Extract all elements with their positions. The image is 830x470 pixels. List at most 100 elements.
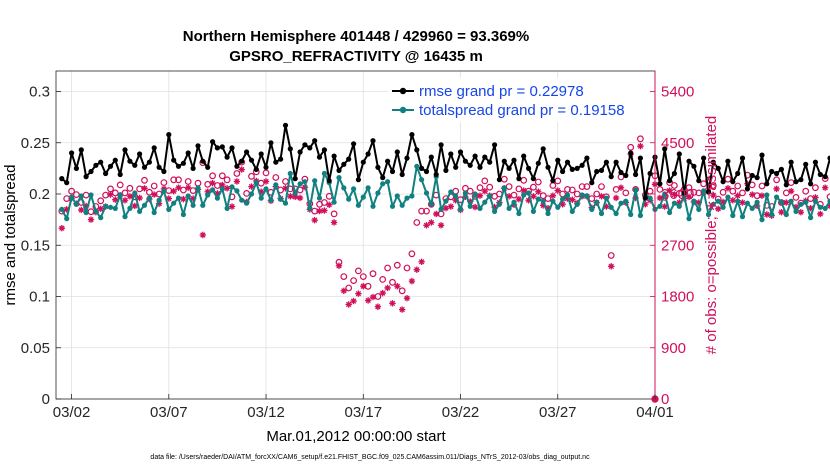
obs-possible-point <box>175 176 182 184</box>
rmse-point <box>715 165 721 171</box>
obs-assimilated-point <box>821 184 829 191</box>
totalspread-point <box>603 195 610 201</box>
obs-possible-point <box>170 176 178 184</box>
totalspread-point <box>662 191 668 197</box>
obs-possible-point <box>379 276 387 283</box>
totalspread-point <box>457 206 464 212</box>
obs-assimilated-point <box>316 207 323 215</box>
obs-assimilated-point <box>749 191 756 198</box>
obs-assimilated-point <box>233 178 241 185</box>
totalspread-point <box>219 186 225 192</box>
obs-assimilated-point <box>515 195 523 203</box>
rmse-point <box>180 160 186 166</box>
rmse-point <box>419 165 425 171</box>
obs-possible-point <box>359 273 367 281</box>
obs-assimilated-point <box>608 263 615 270</box>
rmse-point <box>122 147 128 153</box>
obs-possible-point <box>656 185 664 193</box>
totalspread-point <box>385 179 391 185</box>
totalspread-point <box>263 186 269 192</box>
obs-possible-point <box>568 186 576 194</box>
totalspread-point <box>496 201 502 207</box>
rmse-point <box>676 151 682 157</box>
obs-assimilated-point <box>447 203 454 210</box>
totalspread-point <box>224 205 230 211</box>
totalspread-point <box>477 205 483 211</box>
obs-possible-point <box>345 284 353 292</box>
obs-assimilated-point <box>715 205 722 213</box>
rmse-point <box>589 180 595 186</box>
rmse-point <box>127 158 133 164</box>
obs-assimilated-point <box>671 191 678 198</box>
obs-possible-point <box>262 169 270 177</box>
rmse-point <box>404 155 410 161</box>
totalspread-point <box>185 193 191 199</box>
rmse-point <box>292 176 298 182</box>
obs-assimilated-point <box>228 203 236 210</box>
obs-assimilated-point <box>326 201 333 209</box>
rmse-point <box>205 164 211 170</box>
totalspread-point <box>409 193 415 199</box>
totalspread-point <box>540 198 546 204</box>
totalspread-point <box>705 211 712 218</box>
obs-assimilated-point <box>262 178 270 185</box>
obs-possible-point <box>530 183 537 191</box>
obs-assimilated-point <box>345 301 352 308</box>
obs-assimilated-point <box>792 203 800 211</box>
rmse-point <box>526 165 532 171</box>
obs-possible-point <box>233 170 241 177</box>
obs-assimilated-point <box>637 142 644 150</box>
obs-assimilated-point <box>394 283 401 290</box>
totalspread-point <box>234 188 240 194</box>
obs-assimilated-point <box>214 190 221 197</box>
rmse-point <box>535 160 541 166</box>
rmse-point <box>156 164 162 170</box>
obs-possible-point <box>389 278 396 286</box>
rmse-point <box>633 171 639 178</box>
rmse-point <box>146 159 152 165</box>
chart-title-line2: GPSRO_REFRACTIVITY @ 16435 m <box>229 48 483 65</box>
obs-assimilated-point <box>758 192 766 199</box>
rmse-point <box>774 170 780 177</box>
obs-assimilated-point <box>58 224 66 232</box>
obs-possible-point <box>607 252 615 259</box>
rmse-point <box>423 168 430 175</box>
totalspread-point <box>316 195 323 201</box>
obs-assimilated-point <box>248 183 255 190</box>
obs-possible-point <box>583 183 591 191</box>
rmse-point <box>214 145 220 151</box>
rmse-point <box>346 156 352 162</box>
totalspread-point <box>297 181 303 187</box>
totalspread-point <box>472 191 478 197</box>
obs-possible-point <box>544 195 552 203</box>
totalspread-point <box>730 212 736 219</box>
rmse-point <box>307 145 313 151</box>
totalspread-point <box>399 202 405 208</box>
totalspread-point <box>453 193 459 199</box>
obs-possible-point <box>126 184 134 192</box>
obs-assimilated-point <box>340 287 348 295</box>
rmse-point <box>83 174 89 180</box>
obs-assimilated-point <box>656 194 664 202</box>
data-file-footnote: data file: /Users/raeder/DAI/ATM_forcXX/… <box>150 454 590 461</box>
totalspread-point <box>555 204 561 210</box>
totalspread-point <box>701 188 707 194</box>
totalspread-point <box>404 195 410 201</box>
totalspread-point <box>103 203 109 209</box>
obs-assimilated-point <box>165 195 172 202</box>
obs-possible-point <box>481 177 489 185</box>
rmse-point <box>793 179 799 185</box>
totalspread-point <box>156 197 162 203</box>
totalspread-point <box>370 203 376 209</box>
rmse-point <box>594 168 600 175</box>
totalspread-point <box>210 187 216 193</box>
totalspread-point <box>817 204 823 210</box>
x-tick-label: 03/17 <box>345 404 383 421</box>
obs-possible-point <box>350 277 358 285</box>
totalspread-point <box>287 170 293 177</box>
rmse-point <box>628 150 634 156</box>
totalspread-point <box>355 202 361 208</box>
x-tick-label: 03/02 <box>53 404 91 421</box>
rmse-point <box>754 175 760 181</box>
totalspread-point <box>302 179 308 185</box>
